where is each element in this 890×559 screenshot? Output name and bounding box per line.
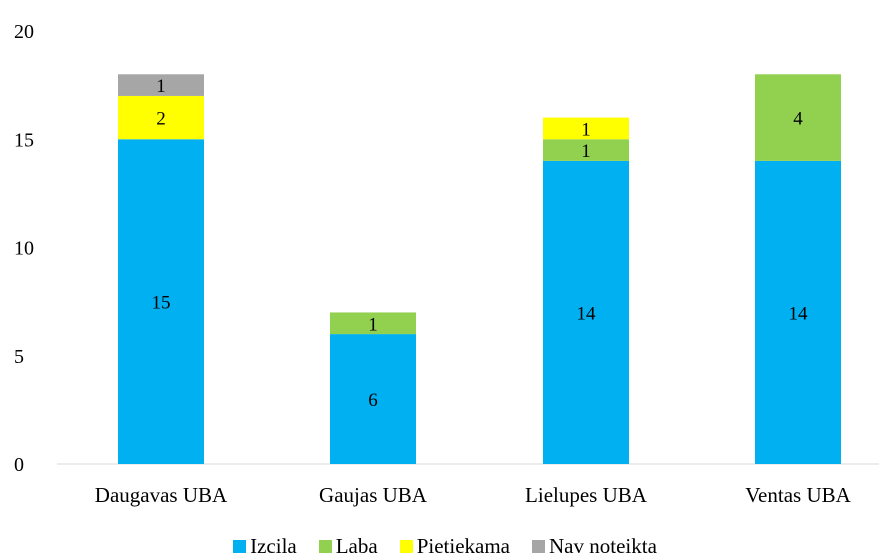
bar-segment [543,117,629,140]
legend-label: Pietiekama [416,533,511,558]
data-label: 1 [581,141,591,162]
bar-segment [118,139,204,464]
category-label: Daugavas UBA [95,483,228,507]
legend-item: Pietiekama [399,533,511,559]
bar-segment [755,160,841,464]
y-tick-label: 20 [14,21,34,43]
y-tick-label: 10 [14,238,34,260]
data-label: 1 [156,76,166,97]
legend-swatch [399,539,413,553]
data-label: 6 [368,390,378,411]
y-axis-ticks: 0 5 10 15 20 [14,21,34,476]
data-label: 4 [793,109,803,130]
data-label: 15 [152,293,171,314]
legend-label: Izcila [250,533,297,558]
legend-label: Laba [335,533,378,558]
y-tick-label: 15 [14,129,34,151]
data-label: 14 [789,303,809,324]
legend-item: Izcila [233,534,297,559]
data-label: 14 [577,303,597,324]
bar-segment [543,160,629,464]
bar-segment [118,74,204,96]
bar-segment [330,334,416,464]
bar-segment [118,95,204,140]
category-label: Gaujas UBA [319,483,428,507]
bar-segment [543,139,629,161]
y-tick-label: 5 [14,346,24,368]
data-label: 2 [156,109,166,130]
bar-segment [755,74,841,161]
legend: Izcila Laba Pietiekama Nav noteikta [0,533,890,559]
legend-item: Laba [318,533,378,559]
data-label: 1 [581,119,591,140]
y-tick-label: 0 [14,454,24,476]
category-labels: Daugavas UBA Gaujas UBA Lielupes UBA Ventas… [95,483,852,507]
legend-swatch [532,539,546,553]
legend-swatch [233,539,247,553]
category-label: Ventas UBA [745,483,851,507]
category-label: Lielupes UBA [525,483,648,507]
legend-swatch [318,539,332,553]
legend-label: Nav noteikta [549,533,657,558]
data-label: 1 [368,314,378,335]
legend-item: Nav noteikta [532,534,657,559]
bar-segment [330,312,416,335]
